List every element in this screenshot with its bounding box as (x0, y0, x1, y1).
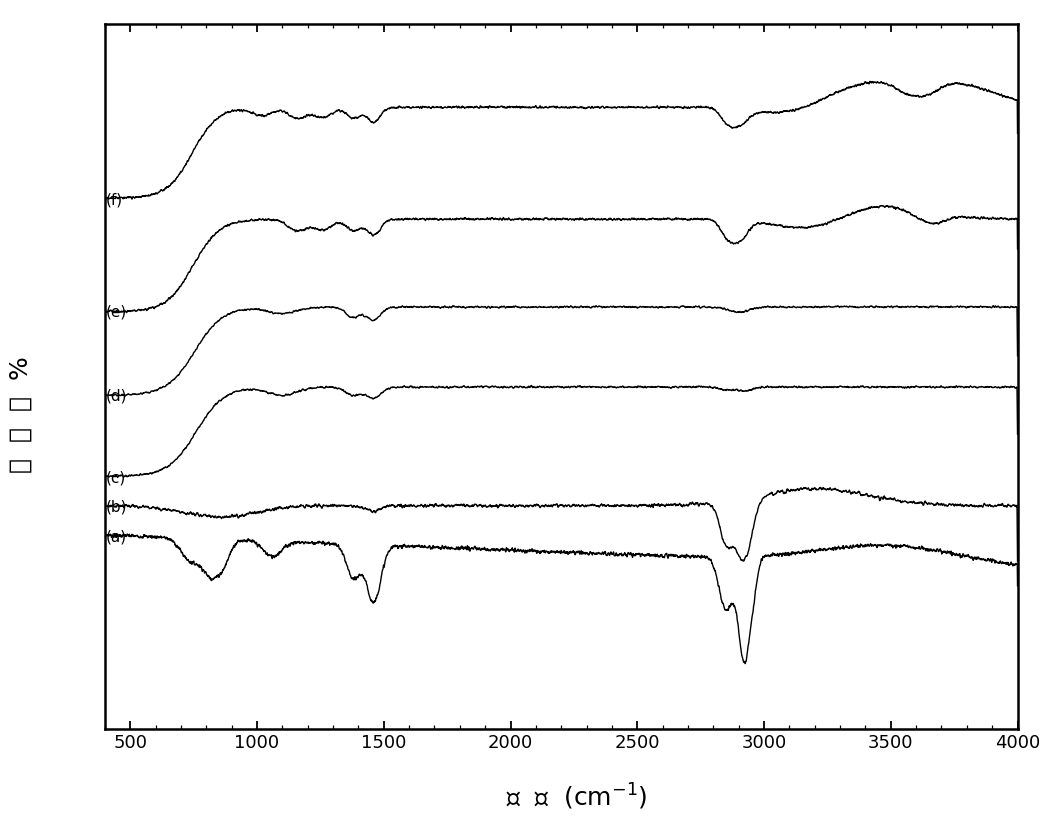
Text: 吸  光  度  %: 吸 光 度 % (9, 356, 33, 472)
Text: 波  数  (cm$^{-1}$): 波 数 (cm$^{-1}$) (507, 782, 647, 811)
Text: (a): (a) (106, 528, 127, 543)
Text: (d): (d) (106, 388, 128, 403)
Text: (e): (e) (106, 304, 127, 320)
Text: (c): (c) (106, 469, 127, 484)
Text: (f): (f) (106, 192, 124, 207)
Text: (b): (b) (106, 499, 128, 514)
